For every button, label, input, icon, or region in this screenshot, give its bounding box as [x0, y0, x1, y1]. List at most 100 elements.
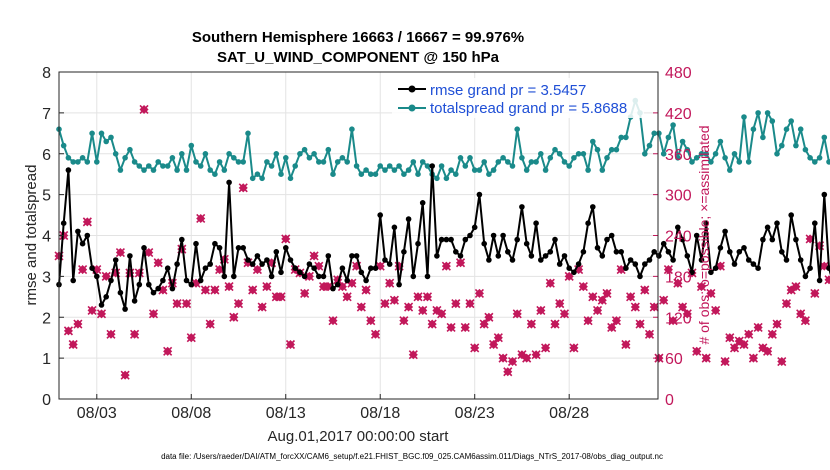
rmse-point	[642, 261, 648, 267]
obs-marker	[441, 261, 451, 271]
rmse-point	[571, 269, 577, 276]
totalspread-point	[755, 110, 761, 116]
rmse-point	[306, 261, 313, 267]
obs-marker	[564, 271, 574, 281]
totalspread-point	[240, 159, 246, 165]
obs-marker	[489, 339, 499, 350]
totalspread-point	[443, 175, 450, 182]
obs-marker	[493, 333, 503, 343]
totalspread-point	[802, 146, 809, 153]
rmse-point	[419, 200, 426, 206]
rmse-point	[745, 257, 752, 263]
obs-marker	[224, 282, 234, 292]
rmse-point	[670, 257, 676, 263]
totalspread-point	[415, 171, 421, 177]
rmse-point	[84, 232, 91, 239]
rmse-point	[797, 257, 804, 263]
totalspread-point	[112, 151, 119, 157]
rmse-point	[75, 228, 81, 235]
totalspread-point	[372, 171, 379, 177]
totalspread-point	[70, 159, 76, 165]
legend: rmse grand pr = 3.5457 totalspread grand…	[392, 78, 644, 118]
rmse-point	[826, 265, 830, 271]
y-tick-label: 1	[42, 351, 51, 368]
rmse-point	[509, 257, 516, 263]
totalspread-point	[287, 175, 294, 182]
obs-marker	[366, 316, 376, 326]
totalspread-point	[273, 151, 280, 157]
obs-marker	[810, 288, 820, 298]
rmse-point	[783, 257, 790, 263]
rmse-point	[278, 269, 284, 276]
rmse-point	[396, 281, 402, 288]
obs-marker	[824, 275, 830, 285]
totalspread-point	[727, 167, 733, 173]
obs-marker	[427, 319, 437, 329]
totalspread-point	[783, 126, 790, 132]
totalspread-point	[330, 171, 336, 177]
totalspread-point	[590, 138, 596, 145]
rmse-point	[599, 253, 606, 259]
totalspread-point	[500, 155, 506, 161]
totalspread-point	[660, 151, 667, 157]
rmse-point	[344, 277, 351, 284]
totalspread-point	[538, 151, 544, 157]
totalspread-point	[594, 146, 601, 153]
obs-marker	[673, 278, 683, 288]
totalspread-point	[405, 167, 412, 173]
obs-marker	[78, 264, 88, 275]
obs-marker	[498, 353, 508, 363]
obs-marker	[139, 104, 149, 115]
totalspread-point	[519, 155, 525, 161]
totalspread-point	[693, 155, 700, 161]
totalspread-point	[94, 159, 100, 165]
series-layer	[54, 97, 830, 380]
totalspread-point	[103, 138, 109, 145]
obs-marker	[541, 343, 551, 353]
obs-marker	[210, 285, 220, 295]
rmse-point	[618, 249, 624, 255]
rmse-point	[174, 261, 180, 267]
rmse-point	[675, 224, 681, 231]
totalspread-point	[235, 159, 242, 165]
totalspread-point	[797, 126, 804, 132]
obs-marker	[342, 292, 352, 302]
rmse-point	[122, 306, 128, 312]
rmse-point	[741, 245, 747, 251]
totalspread-point	[334, 159, 341, 165]
totalspread-point	[410, 159, 417, 165]
totalspread-point	[353, 163, 360, 169]
rmse-point	[231, 273, 237, 280]
chart-title-line1: Southern Hemisphere 16663 / 16667 = 99.9…	[192, 29, 524, 46]
totalspread-point	[325, 146, 332, 153]
rmse-point	[320, 273, 327, 280]
rmse-point	[731, 261, 738, 267]
rmse-point	[453, 249, 459, 255]
rmse-point	[651, 249, 657, 255]
totalspread-point	[608, 146, 615, 153]
y-tick-label: 7	[42, 106, 51, 123]
rmse-point	[542, 253, 549, 259]
obs-marker	[115, 247, 125, 258]
totalspread-point	[689, 159, 695, 165]
obs-marker	[550, 319, 560, 329]
rmse-point	[717, 245, 724, 251]
obs-marker	[238, 183, 248, 193]
rmse-point	[358, 269, 365, 276]
obs-marker	[682, 309, 692, 319]
rmse-point	[188, 281, 195, 288]
obs-marker	[262, 282, 272, 292]
rmse-point	[689, 269, 695, 276]
obs-marker	[163, 346, 173, 356]
rmse-point	[552, 236, 558, 243]
obs-marker	[583, 316, 593, 326]
obs-marker	[281, 234, 291, 244]
obs-marker	[640, 285, 650, 295]
obs-marker	[592, 305, 603, 316]
obs-marker	[720, 356, 730, 367]
obs-marker	[772, 319, 782, 329]
totalspread-point	[722, 155, 728, 161]
rmse-point	[623, 265, 629, 272]
totalspread-point	[566, 163, 572, 169]
rmse-point	[79, 240, 86, 247]
